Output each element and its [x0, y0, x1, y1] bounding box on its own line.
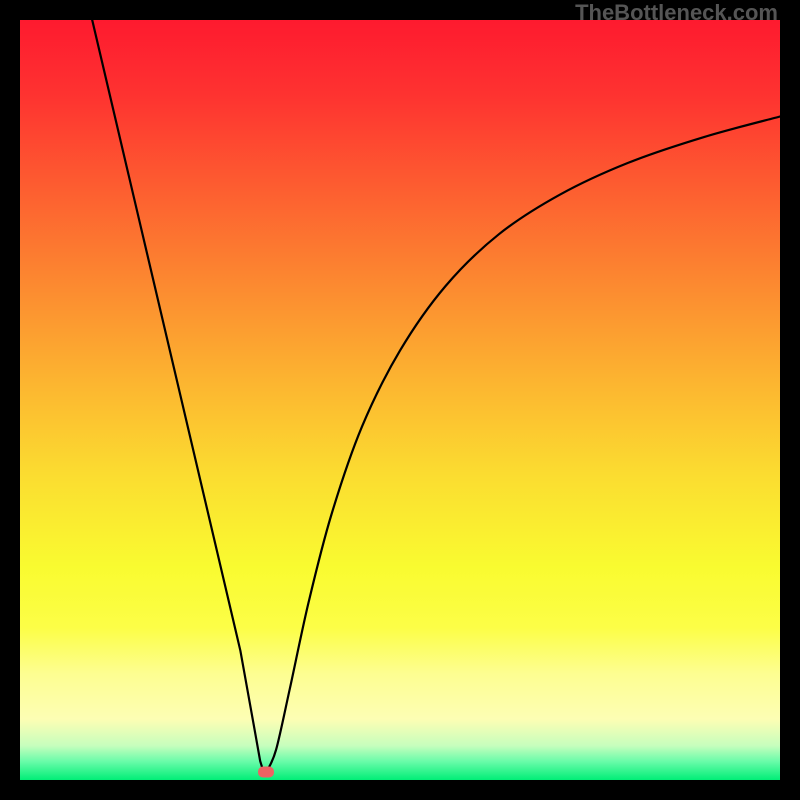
curve-right-segment — [267, 117, 780, 771]
chart-plot-area — [20, 20, 780, 780]
attribution-text: TheBottleneck.com — [575, 0, 778, 26]
bottleneck-curve — [20, 20, 780, 780]
bottleneck-marker — [258, 767, 274, 778]
curve-left-segment — [92, 20, 263, 771]
